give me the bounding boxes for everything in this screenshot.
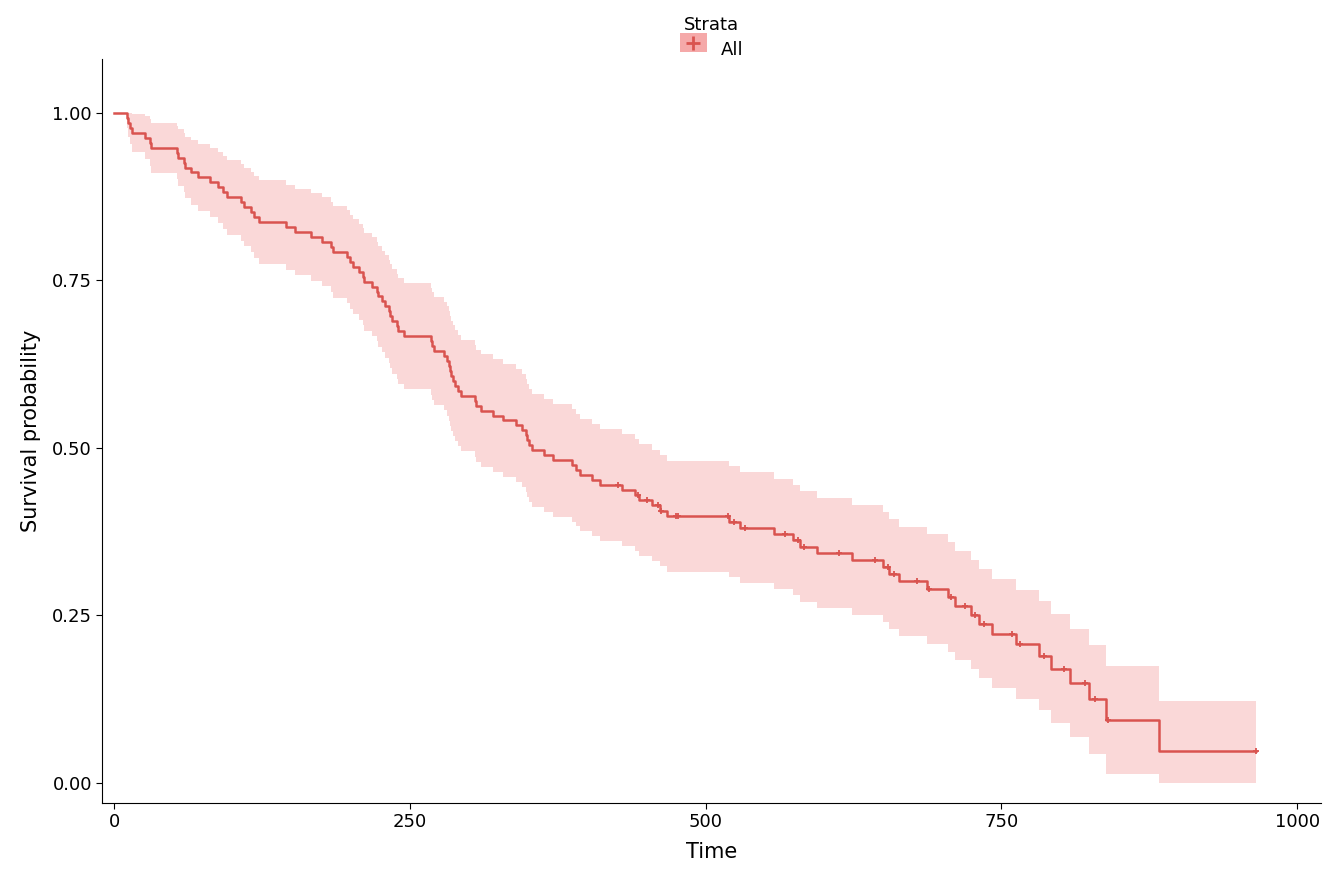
- Y-axis label: Survival probability: Survival probability: [22, 330, 40, 532]
- X-axis label: Time: Time: [685, 842, 738, 862]
- Legend: All: All: [680, 17, 743, 59]
